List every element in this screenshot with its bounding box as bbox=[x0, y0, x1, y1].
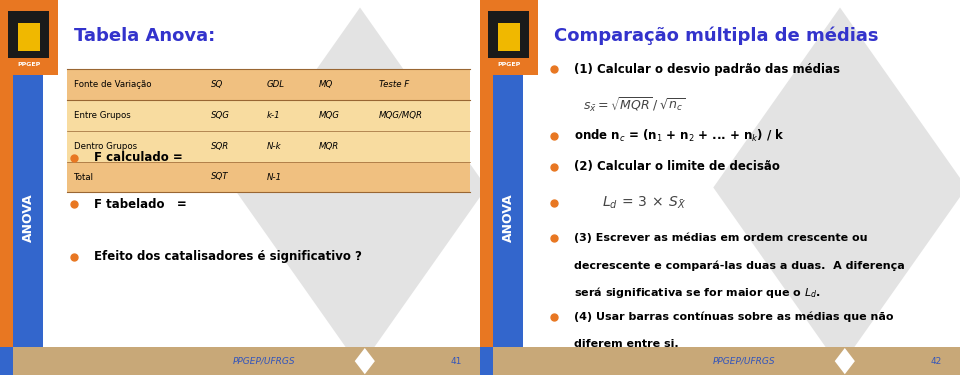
Text: F tabelado   =: F tabelado = bbox=[94, 198, 186, 211]
Polygon shape bbox=[354, 348, 374, 374]
Text: SQT: SQT bbox=[211, 172, 228, 182]
Polygon shape bbox=[713, 8, 960, 368]
Text: $s_{\bar{x}} = \sqrt{MQR}\,/\,\sqrt{n_c}$: $s_{\bar{x}} = \sqrt{MQR}\,/\,\sqrt{n_c}… bbox=[584, 96, 685, 114]
Text: N-k: N-k bbox=[267, 142, 281, 151]
Text: onde n$_c$ = (n$_1$ + n$_2$ + ... + n$_k$) / k: onde n$_c$ = (n$_1$ + n$_2$ + ... + n$_k… bbox=[574, 128, 784, 144]
Text: ANOVA: ANOVA bbox=[22, 193, 35, 242]
Bar bbox=[0, 0, 13, 375]
Text: GDL: GDL bbox=[267, 80, 284, 89]
Text: diferem entre si.: diferem entre si. bbox=[574, 339, 678, 349]
Text: MQG/MQR: MQG/MQR bbox=[379, 111, 423, 120]
Polygon shape bbox=[233, 8, 487, 368]
Text: será significativa se for maior que o $L_d$.: será significativa se for maior que o $L… bbox=[574, 285, 821, 300]
Text: PPGEP/UFRGS: PPGEP/UFRGS bbox=[232, 357, 296, 366]
Text: (1) Calcular o desvio padrão das médias: (1) Calcular o desvio padrão das médias bbox=[574, 63, 840, 76]
Bar bbox=[18, 22, 39, 51]
Bar bbox=[0, 347, 13, 375]
Bar bbox=[493, 0, 523, 375]
Text: 42: 42 bbox=[930, 357, 942, 366]
Text: PPGEP: PPGEP bbox=[17, 62, 40, 67]
Bar bbox=[0, 347, 480, 375]
Text: Comparação múltipla de médias: Comparação múltipla de médias bbox=[555, 26, 879, 45]
Text: Entre Grupos: Entre Grupos bbox=[75, 111, 132, 120]
Text: Efeito dos catalisadores é significativo ?: Efeito dos catalisadores é significativo… bbox=[94, 251, 362, 263]
Bar bbox=[67, 100, 470, 131]
Text: ANOVA: ANOVA bbox=[502, 193, 515, 242]
Text: MQ: MQ bbox=[319, 80, 333, 89]
Bar bbox=[13, 0, 43, 375]
Text: MQG: MQG bbox=[319, 111, 340, 120]
Bar bbox=[480, 0, 493, 375]
Text: SQ: SQ bbox=[211, 80, 224, 89]
Text: (2) Calcular o limite de decisão: (2) Calcular o limite de decisão bbox=[574, 160, 780, 173]
Text: (3) Escrever as médias em ordem crescente ou: (3) Escrever as médias em ordem crescent… bbox=[574, 233, 867, 243]
Bar bbox=[480, 347, 493, 375]
Text: Tabela Anova:: Tabela Anova: bbox=[75, 27, 216, 45]
Bar bbox=[8, 11, 49, 58]
Text: 41: 41 bbox=[450, 357, 462, 366]
Bar bbox=[480, 0, 538, 75]
Text: PPGEP/UFRGS: PPGEP/UFRGS bbox=[712, 357, 776, 366]
Text: Dentro Grupos: Dentro Grupos bbox=[75, 142, 137, 151]
Bar bbox=[489, 11, 529, 58]
Text: Total: Total bbox=[75, 172, 94, 182]
Text: SQG: SQG bbox=[211, 111, 230, 120]
Text: (4) Usar barras contínuas sobre as médias que não: (4) Usar barras contínuas sobre as média… bbox=[574, 312, 893, 322]
Bar bbox=[498, 22, 520, 51]
Bar bbox=[67, 131, 470, 162]
Text: N-1: N-1 bbox=[267, 172, 281, 182]
Text: PPGEP: PPGEP bbox=[497, 62, 520, 67]
Bar bbox=[0, 0, 58, 75]
Text: decrescente e compará-las duas a duas.  A diferença: decrescente e compará-las duas a duas. A… bbox=[574, 260, 904, 271]
Text: Fonte de Variação: Fonte de Variação bbox=[75, 80, 152, 89]
Text: Teste F: Teste F bbox=[379, 80, 410, 89]
Text: F calculado =: F calculado = bbox=[94, 151, 182, 164]
Bar bbox=[67, 162, 470, 192]
Text: k-1: k-1 bbox=[267, 111, 280, 120]
Text: MQR: MQR bbox=[319, 142, 340, 151]
Bar bbox=[480, 347, 960, 375]
Text: SQR: SQR bbox=[211, 142, 229, 151]
Bar bbox=[67, 69, 470, 100]
Polygon shape bbox=[835, 348, 854, 374]
Text: $L_d\, = \,3\, \times\, S_{\bar{X}}$: $L_d\, = \,3\, \times\, S_{\bar{X}}$ bbox=[603, 194, 686, 211]
